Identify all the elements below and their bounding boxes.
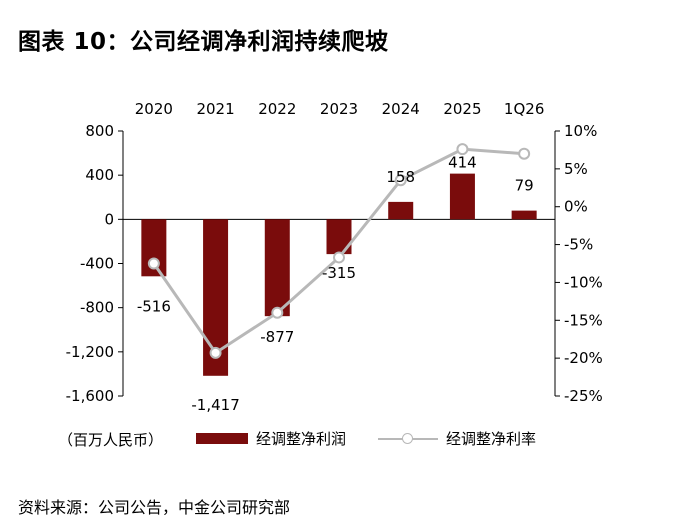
bar-data-label: -516 xyxy=(137,297,171,315)
x-tick-label: 2025 xyxy=(443,100,481,118)
legend-swatch-bar xyxy=(196,433,248,444)
source-note: 资料来源：公司公告，中金公司研究部 xyxy=(18,498,291,517)
legend-item-line: 经调整净利率 xyxy=(378,428,536,449)
bar xyxy=(264,219,290,317)
y-left-tick-label: -1,600 xyxy=(66,387,114,405)
bar xyxy=(326,219,352,255)
bar xyxy=(449,173,475,220)
y-left-tick-label: -400 xyxy=(80,255,114,273)
y-right-tick-label: 5% xyxy=(564,160,588,178)
chart-title: 图表 10：公司经调净利润持续爬坡 xyxy=(18,29,389,55)
bar-data-label: -877 xyxy=(260,328,294,346)
margin-point xyxy=(333,251,345,264)
x-tick-label: 2024 xyxy=(382,100,420,118)
margin-point xyxy=(518,147,531,160)
y-right-tick-label: -25% xyxy=(564,387,603,405)
x-tick-label: 2020 xyxy=(135,100,173,118)
legend-swatch-line xyxy=(378,432,438,445)
bar-data-label: -1,417 xyxy=(191,396,239,414)
y-right-tick-label: -15% xyxy=(564,311,603,329)
x-tick-label: 2023 xyxy=(320,100,358,118)
y-left-tick-label: 0 xyxy=(104,210,114,228)
legend-label-bar: 经调整净利润 xyxy=(256,430,347,448)
y-right-tick-label: 0% xyxy=(564,198,588,216)
bar xyxy=(388,201,414,220)
x-tick-label: 1Q26 xyxy=(504,100,544,118)
x-tick-label: 2022 xyxy=(258,100,296,118)
bar-data-label: 158 xyxy=(386,168,415,186)
y-right-tick-label: -20% xyxy=(564,349,603,367)
margin-point xyxy=(209,346,222,359)
y-left-tick-label: 800 xyxy=(85,122,114,140)
legend-label-line: 经调整净利率 xyxy=(446,430,537,448)
bar xyxy=(511,210,537,220)
legend-item-bar: 经调整净利润 xyxy=(196,428,346,449)
unit-label: （百万人民币） xyxy=(58,431,164,449)
y-left-tick-label: -800 xyxy=(80,299,114,317)
margin-point xyxy=(456,143,469,156)
margin-point xyxy=(271,306,284,319)
x-tick-label: 2021 xyxy=(196,100,234,118)
bar-data-label: 79 xyxy=(515,177,534,195)
bar-data-label: -315 xyxy=(322,264,356,282)
margin-point xyxy=(394,174,407,187)
y-right-tick-label: -10% xyxy=(564,273,603,291)
y-right-tick-label: -5% xyxy=(564,236,593,254)
y-left-tick-label: -1,200 xyxy=(66,343,114,361)
bar-data-label: 414 xyxy=(448,154,477,172)
margin-point xyxy=(147,257,160,270)
y-left-tick-label: 400 xyxy=(85,166,114,184)
y-right-tick-label: 10% xyxy=(564,122,597,140)
